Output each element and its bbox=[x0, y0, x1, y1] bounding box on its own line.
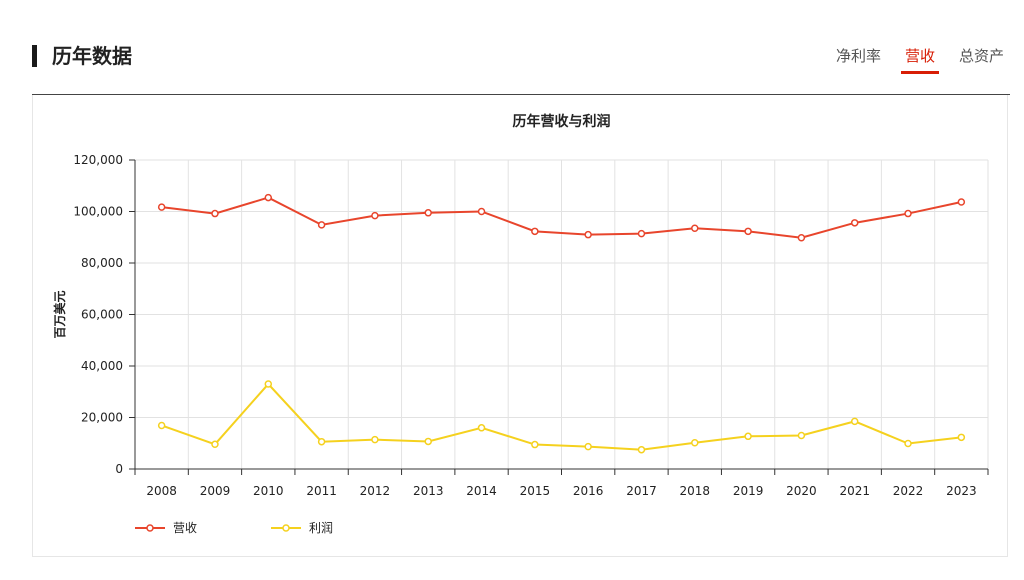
line-chart: 历年营收与利润 0 20,000 40,000 60,000 80,000 100,000 1… bbox=[52, 113, 989, 535]
y-tick-label: 80,000 bbox=[81, 256, 123, 270]
legend-marker bbox=[146, 524, 154, 532]
data-point bbox=[317, 221, 326, 229]
data-point bbox=[691, 438, 699, 447]
data-point bbox=[531, 227, 539, 236]
x-tick-label: 2015 bbox=[520, 484, 551, 498]
data-point bbox=[264, 193, 273, 202]
x-tick-label: 2009 bbox=[200, 484, 231, 498]
tab-bar: 净利率 营收 总资产 bbox=[812, 46, 1004, 74]
x-tick-label: 2008 bbox=[146, 484, 177, 498]
chart-container: 历年营收与利润 0 20,000 40,000 60,000 80,000 100,000 1… bbox=[32, 95, 1008, 557]
data-point bbox=[691, 224, 699, 232]
tab-total-assets[interactable]: 总资产 bbox=[958, 47, 1004, 65]
data-point bbox=[424, 437, 432, 446]
series-line bbox=[161, 196, 962, 239]
data-point bbox=[744, 227, 752, 236]
data-point bbox=[957, 433, 966, 442]
legend-marker bbox=[282, 524, 290, 532]
data-point bbox=[157, 203, 166, 211]
data-point bbox=[957, 198, 966, 206]
header-divider bbox=[32, 94, 1010, 95]
x-tick-label: 2014 bbox=[466, 484, 497, 498]
y-tick-label: 20,000 bbox=[81, 411, 123, 425]
data-point bbox=[424, 209, 432, 217]
data-point bbox=[157, 421, 166, 430]
tab-net-margin[interactable]: 净利率 bbox=[835, 47, 881, 65]
x-tick-label: 2013 bbox=[413, 484, 444, 498]
data-point bbox=[637, 445, 646, 454]
x-tick-label: 2012 bbox=[360, 484, 391, 498]
data-point bbox=[211, 440, 219, 449]
x-tick-label: 2022 bbox=[893, 484, 924, 498]
data-point bbox=[744, 432, 752, 441]
data-point bbox=[477, 207, 486, 216]
data-point bbox=[797, 234, 806, 242]
data-point bbox=[211, 209, 219, 218]
x-tick-label: 2018 bbox=[680, 484, 711, 498]
y-tick-label: 100,000 bbox=[73, 205, 123, 219]
data-point bbox=[317, 437, 326, 446]
x-tick-label: 2019 bbox=[733, 484, 764, 498]
data-point bbox=[904, 209, 912, 218]
data-point bbox=[904, 439, 912, 448]
title-accent-bar bbox=[32, 45, 37, 67]
y-tick-label: 120,000 bbox=[73, 153, 123, 167]
x-tick-label: 2011 bbox=[306, 484, 337, 498]
x-tick-label: 2010 bbox=[253, 484, 284, 498]
data-point bbox=[371, 211, 379, 220]
data-point bbox=[584, 230, 592, 239]
data-point bbox=[850, 417, 859, 426]
chart-title: 历年营收与利润 bbox=[513, 113, 611, 130]
y-tick-label: 40,000 bbox=[81, 359, 123, 373]
y-axis-label: 百万美元 bbox=[52, 290, 67, 338]
y-tick-label: 0 bbox=[115, 462, 123, 476]
x-tick-label: 2023 bbox=[946, 484, 977, 498]
data-point bbox=[371, 435, 379, 444]
data-point bbox=[531, 440, 539, 449]
x-tick-label: 2017 bbox=[626, 484, 657, 498]
legend-label: 利润 bbox=[309, 521, 333, 535]
data-point bbox=[850, 219, 859, 227]
data-point bbox=[264, 380, 273, 388]
data-point bbox=[797, 431, 806, 440]
section-title: 历年数据 bbox=[52, 44, 132, 68]
x-tick-label: 2016 bbox=[573, 484, 604, 498]
data-point bbox=[477, 424, 486, 432]
series-line bbox=[161, 382, 962, 451]
section-header: 历年数据 净利率 营收 总资产 bbox=[32, 40, 1010, 76]
data-point bbox=[584, 442, 592, 451]
x-tick-label: 2021 bbox=[839, 484, 870, 498]
legend-label: 营收 bbox=[173, 521, 197, 535]
tab-revenue[interactable]: 营收 bbox=[900, 46, 940, 74]
x-tick-label: 2020 bbox=[786, 484, 817, 498]
y-tick-label: 60,000 bbox=[81, 308, 123, 322]
data-point bbox=[637, 229, 646, 238]
